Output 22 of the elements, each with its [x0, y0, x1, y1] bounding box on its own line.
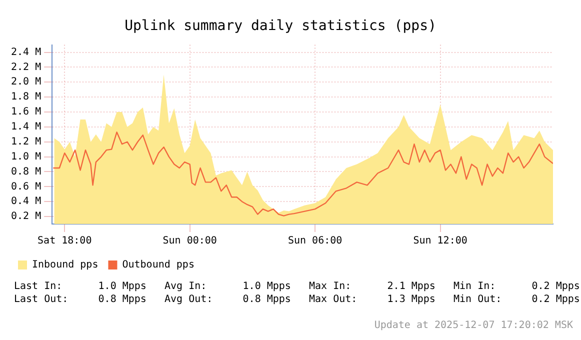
y-tick-label: 1.0 M [10, 151, 42, 162]
y-tick-label: 1.4 M [10, 122, 42, 133]
x-tick-label: Sat 18:00 [38, 236, 92, 247]
text: Last Out: 0.8 Mpps Avg Out: 0.8 Mpps Max Out: 1.3 Mpps Min Out: 0.2 Mpps [14, 293, 580, 306]
text: Update at 2025-12-07 17:20:02 MSK [373, 320, 573, 331]
x-tick-label: Sun 06:00 [288, 236, 342, 247]
text: Last In: 1.0 Mpps Avg In: 1.0 Mpps Max In: 2.1 Mpps Min In: 0.2 Mpps [14, 280, 580, 293]
chart-title: Uplink summary daily statistics (pps) [124, 18, 436, 34]
y-tick-label: 2.0 M [10, 76, 42, 88]
y-tick-label: 0.8 M [10, 166, 42, 178]
y-tick-label: 2.4 M [10, 46, 42, 58]
y-tick-label: 0.2 M [10, 211, 42, 222]
y-tick-label: 1.8 M [10, 92, 42, 103]
legend-label: Inbound pps [32, 260, 98, 271]
x-tick-label: Sun 12:00 [413, 236, 468, 247]
y-tick-label: 1.2 M [10, 136, 42, 148]
y-tick-label: 2.2 M [10, 62, 42, 73]
y-tick-label: 1.6 M [10, 106, 42, 118]
legend-label: Outbound pps [122, 260, 194, 271]
y-tick-label: 0.4 M [10, 196, 42, 208]
y-tick-label: 0.6 M [10, 181, 42, 192]
x-tick-label: Sun 00:00 [162, 236, 217, 247]
